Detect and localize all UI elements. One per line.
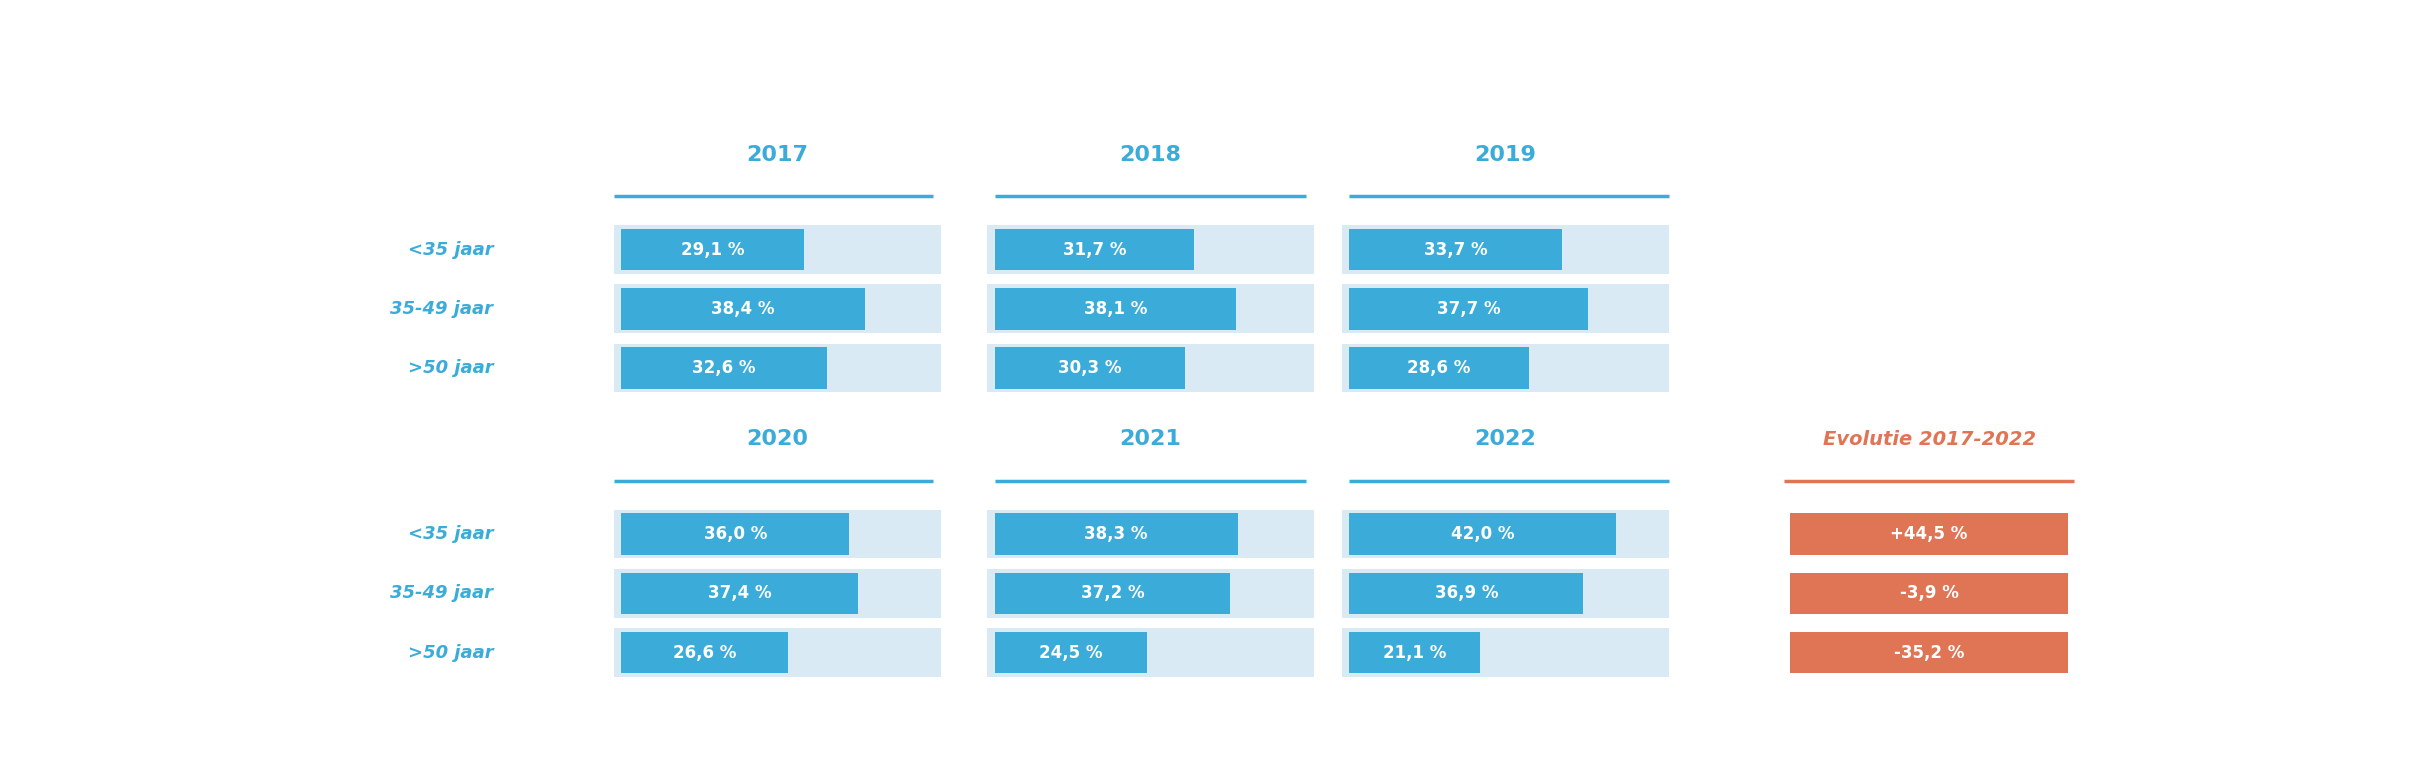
Text: 28,6 %: 28,6 % (1407, 359, 1472, 377)
Text: 38,4 %: 38,4 % (711, 300, 776, 318)
Text: 33,7 %: 33,7 % (1424, 240, 1489, 259)
FancyBboxPatch shape (1349, 347, 1530, 389)
FancyBboxPatch shape (995, 229, 1195, 270)
Text: 30,3 %: 30,3 % (1058, 359, 1123, 377)
Text: <35 jaar: <35 jaar (407, 525, 494, 543)
Text: -35,2 %: -35,2 % (1893, 644, 1963, 661)
FancyBboxPatch shape (1342, 225, 1669, 274)
Text: 37,7 %: 37,7 % (1438, 300, 1501, 318)
Text: +44,5 %: +44,5 % (1891, 525, 1968, 543)
Text: 2019: 2019 (1474, 145, 1537, 165)
Text: 36,9 %: 36,9 % (1433, 584, 1498, 602)
Text: <35 jaar: <35 jaar (407, 240, 494, 259)
Text: 2021: 2021 (1120, 429, 1180, 449)
FancyBboxPatch shape (622, 347, 826, 389)
FancyBboxPatch shape (1342, 284, 1669, 333)
Text: 35-49 jaar: 35-49 jaar (390, 300, 494, 318)
Text: 31,7 %: 31,7 % (1062, 240, 1127, 259)
FancyBboxPatch shape (1349, 632, 1479, 674)
FancyBboxPatch shape (614, 225, 940, 274)
FancyBboxPatch shape (988, 343, 1313, 393)
FancyBboxPatch shape (995, 288, 1236, 330)
FancyBboxPatch shape (614, 510, 940, 558)
FancyBboxPatch shape (988, 510, 1313, 558)
FancyBboxPatch shape (1349, 514, 1616, 555)
FancyBboxPatch shape (1342, 343, 1669, 393)
Text: 24,5 %: 24,5 % (1038, 644, 1103, 661)
FancyBboxPatch shape (1790, 632, 2069, 674)
FancyBboxPatch shape (1342, 510, 1669, 558)
Text: 42,0 %: 42,0 % (1450, 525, 1515, 543)
FancyBboxPatch shape (988, 225, 1313, 274)
FancyBboxPatch shape (614, 569, 940, 618)
FancyBboxPatch shape (622, 632, 788, 674)
FancyBboxPatch shape (614, 284, 940, 333)
FancyBboxPatch shape (988, 628, 1313, 677)
Text: 21,1 %: 21,1 % (1383, 644, 1445, 661)
Text: 38,3 %: 38,3 % (1084, 525, 1147, 543)
FancyBboxPatch shape (995, 632, 1147, 674)
FancyBboxPatch shape (1790, 573, 2069, 614)
FancyBboxPatch shape (622, 573, 858, 614)
FancyBboxPatch shape (622, 514, 848, 555)
FancyBboxPatch shape (988, 284, 1313, 333)
Text: Evolutie 2017-2022: Evolutie 2017-2022 (1824, 430, 2036, 449)
Text: 37,2 %: 37,2 % (1082, 584, 1144, 602)
Text: 26,6 %: 26,6 % (672, 644, 737, 661)
FancyBboxPatch shape (1349, 288, 1588, 330)
FancyBboxPatch shape (1342, 569, 1669, 618)
Text: >50 jaar: >50 jaar (407, 644, 494, 661)
FancyBboxPatch shape (622, 288, 865, 330)
Text: 32,6 %: 32,6 % (691, 359, 756, 377)
Text: 38,1 %: 38,1 % (1084, 300, 1147, 318)
Text: 29,1 %: 29,1 % (682, 240, 744, 259)
Text: 2020: 2020 (747, 429, 807, 449)
FancyBboxPatch shape (614, 343, 940, 393)
FancyBboxPatch shape (1790, 514, 2069, 555)
Text: 2018: 2018 (1120, 145, 1180, 165)
FancyBboxPatch shape (995, 573, 1231, 614)
FancyBboxPatch shape (988, 569, 1313, 618)
FancyBboxPatch shape (614, 628, 940, 677)
Text: 2017: 2017 (747, 145, 807, 165)
FancyBboxPatch shape (995, 514, 1238, 555)
FancyBboxPatch shape (995, 347, 1185, 389)
Text: 37,4 %: 37,4 % (708, 584, 771, 602)
Text: 36,0 %: 36,0 % (703, 525, 766, 543)
Text: >50 jaar: >50 jaar (407, 359, 494, 377)
Text: 2022: 2022 (1474, 429, 1537, 449)
FancyBboxPatch shape (1349, 573, 1583, 614)
FancyBboxPatch shape (1342, 628, 1669, 677)
FancyBboxPatch shape (1349, 229, 1561, 270)
Text: -3,9 %: -3,9 % (1901, 584, 1959, 602)
FancyBboxPatch shape (622, 229, 805, 270)
Text: 35-49 jaar: 35-49 jaar (390, 584, 494, 602)
